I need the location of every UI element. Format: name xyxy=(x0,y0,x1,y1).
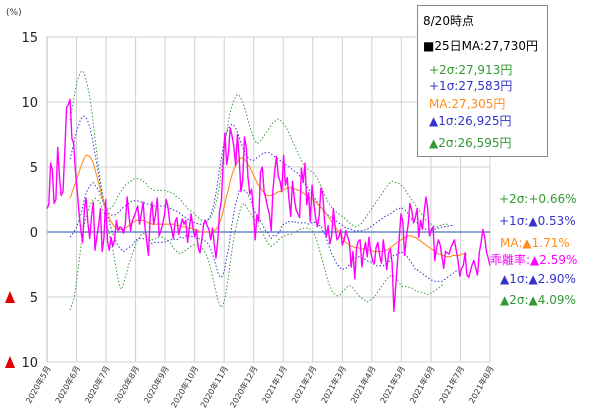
info-plus1sigma: +1σ:27,583円 xyxy=(429,79,513,93)
y-tick-label: 10 xyxy=(21,96,38,111)
x-tick-label: 2020年12月 xyxy=(228,364,260,409)
x-tick-label: 2021年5月 xyxy=(378,364,407,405)
x-tick-label: 2021年6月 xyxy=(407,364,436,405)
x-tick-label: 2021年8月 xyxy=(466,364,495,405)
y-tick-label: 10 xyxy=(21,356,38,371)
y-tick-label: 5 xyxy=(30,291,38,306)
info-box: 8/20時点 ■25日MA:27,730円 +2σ:27,913円 +1σ:27… xyxy=(417,5,548,157)
y-tick-label: 15 xyxy=(21,31,38,46)
info-minus1sigma: ▲1σ:26,925円 xyxy=(429,114,512,128)
right-label-minus1sigma: ▲1σ:▲2.90% xyxy=(500,272,576,286)
x-tick-label: 2021年3月 xyxy=(319,364,348,405)
x-tick-label: 2020年10月 xyxy=(168,364,200,409)
right-label-minus2sigma: ▲2σ:▲4.09% xyxy=(500,293,576,307)
negative-marker-icon xyxy=(5,356,15,368)
y-tick-label: 0 xyxy=(30,226,38,241)
y-unit-label: (%) xyxy=(6,8,22,18)
info-close-ma: ■25日MA:27,730円 xyxy=(423,39,538,53)
series-line-dev xyxy=(46,98,491,312)
x-tick-label: 2020年8月 xyxy=(112,364,141,405)
x-tick-label: 2020年6月 xyxy=(53,364,82,405)
right-label-deviation: 乖離率:▲2.59% xyxy=(490,253,578,267)
x-tick-label: 2020年9月 xyxy=(141,364,170,405)
x-tick-label: 2020年7月 xyxy=(82,364,111,405)
right-label-plus1sigma: +1σ:▲0.53% xyxy=(499,214,576,228)
series-line-p1 xyxy=(69,115,455,232)
right-label-plus2sigma: +2σ:+0.66% xyxy=(499,192,577,206)
info-plus2sigma: +2σ:27,913円 xyxy=(429,63,513,77)
x-tick-label: 2021年2月 xyxy=(289,364,318,405)
x-tick-label: 2020年11月 xyxy=(198,364,230,409)
info-title: 8/20時点 xyxy=(423,14,474,28)
series-line-ma xyxy=(69,154,467,258)
info-ma: MA:27,305円 xyxy=(429,97,506,111)
info-minus2sigma: ▲2σ:26,595円 xyxy=(429,136,512,150)
right-label-ma: MA:▲1.71% xyxy=(500,236,570,250)
x-tick-label: 2021年1月 xyxy=(260,364,289,405)
negative-marker-icon xyxy=(5,291,15,303)
y-tick-label: 5 xyxy=(30,161,38,176)
x-tick-label: 2021年4月 xyxy=(348,364,377,405)
x-tick-label: 2021年7月 xyxy=(437,364,466,405)
